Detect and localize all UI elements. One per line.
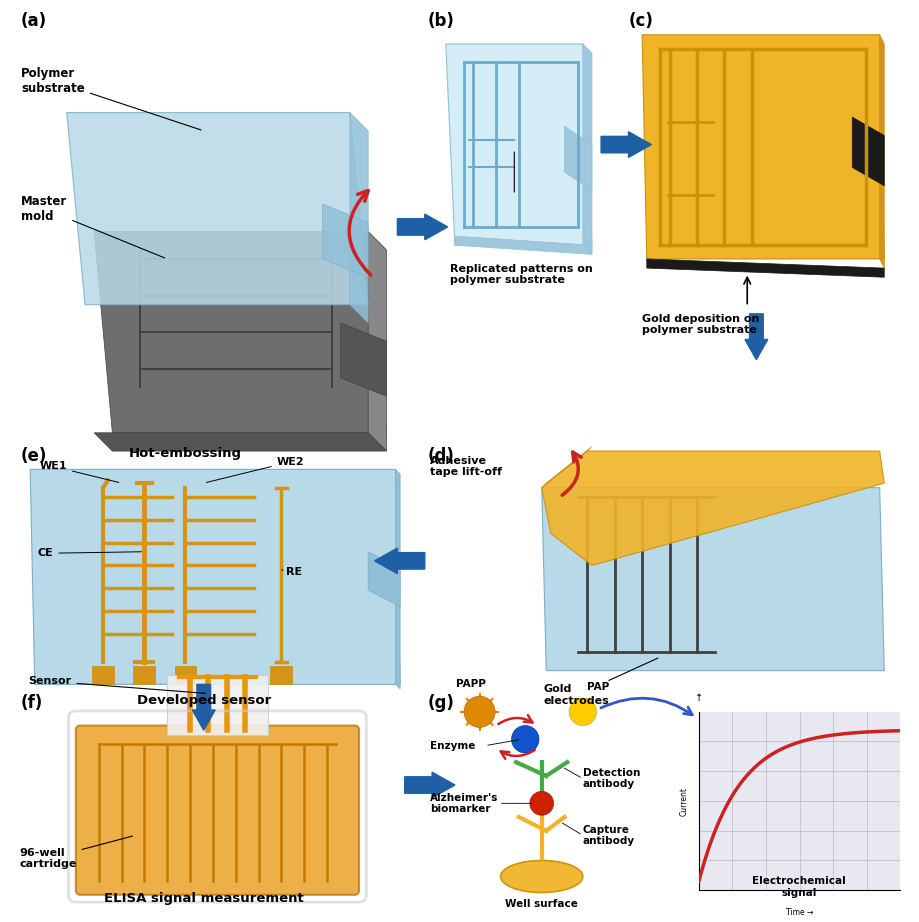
Text: ELISA signal measurement: ELISA signal measurement [104,892,303,904]
Polygon shape [541,446,592,488]
Polygon shape [879,35,884,268]
Text: (b): (b) [427,12,454,30]
Text: (a): (a) [21,12,47,30]
Circle shape [569,698,596,726]
Polygon shape [94,231,386,432]
Text: Gold deposition on
polymer substrate: Gold deposition on polymer substrate [642,313,760,336]
Circle shape [512,726,539,753]
FancyArrow shape [745,313,767,360]
Polygon shape [564,126,592,190]
Text: 96-well
cartridge: 96-well cartridge [19,836,132,869]
Text: CE: CE [38,549,142,559]
Polygon shape [94,432,386,451]
Bar [167,675,267,735]
Polygon shape [446,44,592,245]
Polygon shape [395,469,400,689]
Polygon shape [30,469,400,684]
Polygon shape [852,117,884,185]
Polygon shape [455,236,592,254]
Text: Well surface: Well surface [505,899,578,909]
Bar [133,666,155,684]
Text: Polymer
substrate: Polymer substrate [21,66,201,130]
Text: PAPP: PAPP [456,679,485,689]
Polygon shape [341,323,386,396]
Text: PAP: PAP [587,681,609,692]
Polygon shape [583,44,592,254]
Circle shape [464,696,495,727]
FancyBboxPatch shape [76,726,359,895]
FancyArrow shape [192,684,215,730]
Polygon shape [541,451,884,565]
FancyArrow shape [404,773,455,798]
FancyArrow shape [375,548,425,573]
Bar [270,666,292,684]
Polygon shape [323,204,369,278]
FancyArrow shape [397,214,448,240]
FancyArrow shape [601,132,652,158]
Text: (c): (c) [629,12,653,30]
Text: (e): (e) [21,446,48,465]
Polygon shape [541,488,884,670]
Text: Alzheimer's
biomarker: Alzheimer's biomarker [430,793,499,814]
Text: WE1: WE1 [40,461,119,482]
Text: Master
mold: Master mold [21,195,165,258]
Polygon shape [647,259,884,278]
Text: Replicated patterns on
polymer substrate: Replicated patterns on polymer substrate [450,264,593,285]
Text: Developed sensor: Developed sensor [137,693,271,706]
Polygon shape [642,35,884,259]
Polygon shape [350,112,369,323]
Text: (d): (d) [427,446,454,465]
Bar [175,666,197,684]
Text: Detection
antibody: Detection antibody [583,768,641,789]
Text: (g): (g) [427,693,454,712]
Text: Capture
antibody: Capture antibody [583,824,635,846]
Text: WE2: WE2 [207,456,304,482]
Text: Enzyme: Enzyme [430,740,476,751]
Text: Sensor: Sensor [28,677,206,693]
Text: Electrochemical
signal: Electrochemical signal [753,876,846,897]
Text: RE: RE [281,567,302,576]
Bar [92,666,114,684]
Polygon shape [369,551,400,607]
Text: (f): (f) [21,693,43,712]
Text: Hot-embossing: Hot-embossing [129,446,242,459]
Text: Adhesive
tape lift-off: Adhesive tape lift-off [430,455,503,478]
Polygon shape [369,231,386,451]
Ellipse shape [501,860,583,892]
Circle shape [530,791,553,815]
Text: Gold
electrodes: Gold electrodes [543,658,658,706]
Polygon shape [67,112,369,304]
